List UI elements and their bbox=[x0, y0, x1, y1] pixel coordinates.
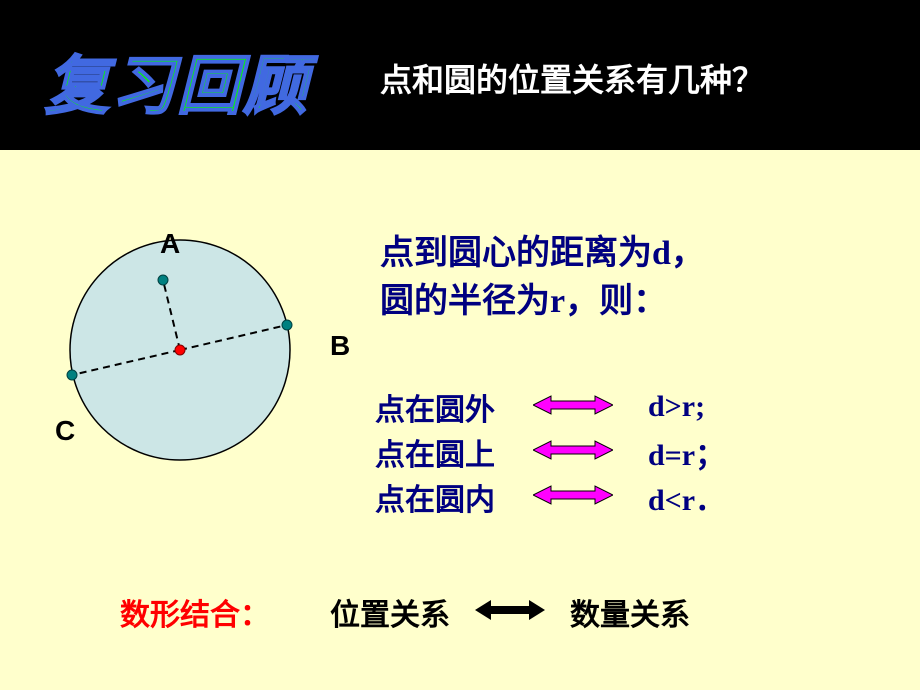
relation-condition: d<r． bbox=[648, 475, 725, 519]
label-A: A bbox=[160, 228, 180, 260]
relation-inside: 点在圆内 d<r． bbox=[375, 475, 725, 519]
summary-right: 数量关系 bbox=[570, 590, 690, 634]
double-arrow-icon bbox=[525, 484, 620, 511]
label-C: C bbox=[55, 415, 75, 447]
summary-left: 位置关系 bbox=[330, 590, 450, 634]
relation-label: 点在圆上 bbox=[375, 430, 525, 474]
double-arrow-icon bbox=[525, 394, 620, 421]
relation-on: 点在圆上 d=r； bbox=[375, 430, 725, 474]
relation-condition: d=r； bbox=[648, 430, 725, 474]
double-arrow-icon bbox=[475, 598, 545, 627]
header-bar: 复习回顾 点和圆的位置关系有几种？ bbox=[0, 0, 920, 150]
summary-row: 数形结合： 位置关系 数量关系 bbox=[120, 590, 690, 634]
point-A-dot bbox=[158, 275, 168, 285]
intro-line-2: 圆的半径为r，则： bbox=[380, 278, 705, 326]
relation-label: 点在圆内 bbox=[375, 475, 525, 519]
header-question: 点和圆的位置关系有几种？ bbox=[380, 55, 764, 101]
intro-text: 点到圆心的距离为d， 圆的半径为r，则： bbox=[380, 230, 705, 325]
slide: 复习回顾 点和圆的位置关系有几种？ A B C 点到圆心的距离为d， 圆的半径为… bbox=[0, 0, 920, 690]
label-B: B bbox=[330, 330, 350, 362]
relation-condition: d>r; bbox=[648, 390, 705, 424]
point-C-dot bbox=[67, 370, 77, 380]
relation-label: 点在圆外 bbox=[375, 385, 525, 429]
point-B-dot bbox=[282, 320, 292, 330]
review-title: 复习回顾 bbox=[45, 35, 309, 127]
diagram-svg bbox=[30, 200, 350, 500]
summary-label: 数形结合： bbox=[120, 590, 270, 634]
intro-line-1: 点到圆心的距离为d， bbox=[380, 230, 705, 278]
double-arrow-icon bbox=[525, 439, 620, 466]
circle-diagram: A B C bbox=[30, 200, 350, 505]
content-area: A B C 点到圆心的距离为d， 圆的半径为r，则： 点在圆外 d>r; 点在圆… bbox=[0, 150, 920, 690]
relation-outside: 点在圆外 d>r; bbox=[375, 385, 705, 429]
center-point bbox=[175, 345, 185, 355]
